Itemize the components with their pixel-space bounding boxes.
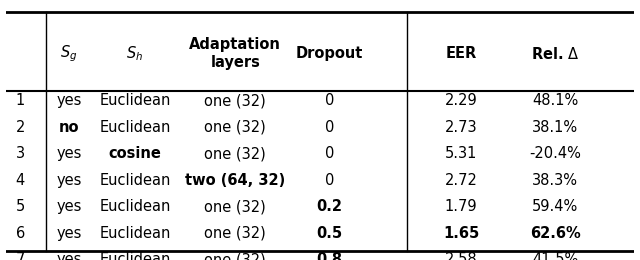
Text: one (32): one (32) [204,120,266,135]
Text: 1.65: 1.65 [443,226,479,241]
Text: one (32): one (32) [204,226,266,241]
Text: 59.4%: 59.4% [532,199,579,214]
Text: Adaptation
layers: Adaptation layers [189,37,281,70]
Text: Euclidean: Euclidean [99,252,171,260]
Text: 41.5%: 41.5% [532,252,579,260]
Text: 62.6%: 62.6% [530,226,580,241]
Text: yes: yes [56,226,82,241]
Text: yes: yes [56,146,82,161]
Text: 2: 2 [15,120,25,135]
Text: Euclidean: Euclidean [99,93,171,108]
Text: 0.8: 0.8 [316,252,342,260]
Text: no: no [59,120,79,135]
Text: 1.79: 1.79 [445,199,477,214]
Text: 0: 0 [324,146,334,161]
Text: 48.1%: 48.1% [532,93,579,108]
Text: one (32): one (32) [204,93,266,108]
Text: Euclidean: Euclidean [99,173,171,188]
Text: Dropout: Dropout [296,46,363,61]
Text: EER: EER [445,46,477,61]
Text: 6: 6 [15,226,25,241]
Text: 0: 0 [324,93,334,108]
Text: 38.1%: 38.1% [532,120,579,135]
Text: 1: 1 [15,93,25,108]
Text: yes: yes [56,173,82,188]
Text: 4: 4 [15,173,25,188]
Text: 3: 3 [15,146,25,161]
Text: 5: 5 [15,199,25,214]
Text: one (32): one (32) [204,252,266,260]
Text: 0: 0 [324,173,334,188]
Text: -20.4%: -20.4% [529,146,581,161]
Text: 0: 0 [324,120,334,135]
Text: 38.3%: 38.3% [532,173,578,188]
Text: cosine: cosine [109,146,161,161]
Text: Euclidean: Euclidean [99,120,171,135]
Text: Euclidean: Euclidean [99,199,171,214]
Text: $S_h$: $S_h$ [127,44,143,63]
Text: yes: yes [56,199,82,214]
Text: 2.58: 2.58 [445,252,477,260]
Text: yes: yes [56,252,82,260]
Text: 2.72: 2.72 [445,173,477,188]
Text: two (64, 32): two (64, 32) [185,173,285,188]
Text: 5.31: 5.31 [445,146,477,161]
Text: $S_g$: $S_g$ [60,43,78,64]
Text: 2.73: 2.73 [445,120,477,135]
Text: yes: yes [56,93,82,108]
Text: Rel. $\Delta$: Rel. $\Delta$ [531,46,580,62]
Text: one (32): one (32) [204,146,266,161]
Text: 7: 7 [15,252,25,260]
Text: 2.29: 2.29 [445,93,477,108]
Text: 0.5: 0.5 [316,226,342,241]
Text: one (32): one (32) [204,199,266,214]
Text: 0.2: 0.2 [316,199,342,214]
Text: Euclidean: Euclidean [99,226,171,241]
